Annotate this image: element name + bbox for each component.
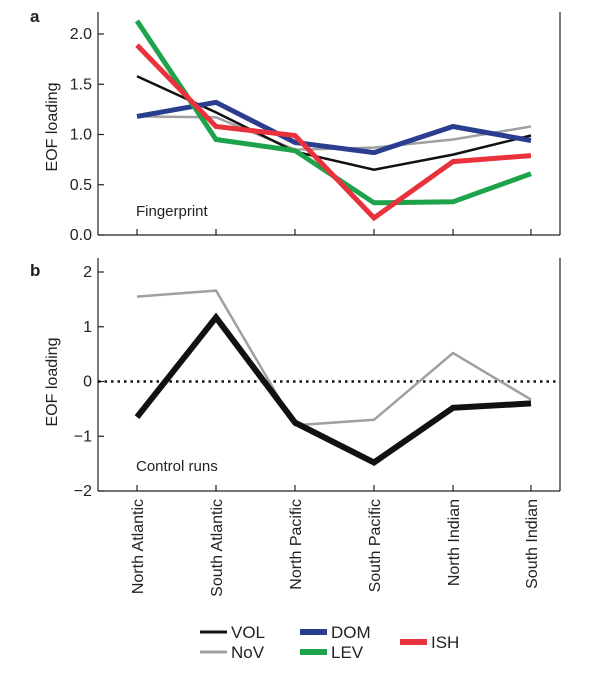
series-line-vol (136, 75, 532, 171)
legend-label: ISH (431, 633, 459, 652)
y-tick-label: −1 (74, 428, 92, 445)
panel-a: a EOF loading 0.0 0.5 1.0 1.5 2.0 Fingerprin… (30, 7, 561, 244)
category-label: North Atlantic (130, 499, 147, 594)
y-tick-label: 1 (83, 319, 92, 336)
category-label: South Atlantic (209, 499, 226, 597)
panel-b-annotation: Control runs (136, 458, 218, 475)
category-label: South Indian (524, 499, 541, 589)
y-tick-label: 0.0 (70, 227, 92, 244)
panel-a-series (134, 19, 532, 222)
legend-item-vol: VOL (200, 623, 265, 642)
y-tick-label: 0.5 (70, 177, 92, 194)
legend-item-nov: NoV (200, 643, 265, 662)
legend-item-ish: ISH (400, 633, 459, 652)
series-line-ish (135, 43, 532, 222)
category-labels: North Atlantic South Atlantic North Pacifi… (130, 499, 541, 597)
panel-b: b EOF loading −2 −1 0 1 2 Control runs (30, 258, 561, 500)
series-line-nov (136, 115, 532, 151)
legend-label: NoV (231, 643, 265, 662)
y-tick-label: 0 (83, 374, 92, 391)
series-line-dom (136, 99, 532, 156)
panel-a-label: a (30, 7, 40, 26)
y-tick-label: 1.5 (70, 76, 92, 93)
legend-label: LEV (331, 643, 364, 662)
legend-item-lev: LEV (300, 643, 364, 662)
panel-b-ylabel: EOF loading (44, 338, 61, 427)
category-label: North Pacific (288, 499, 305, 590)
category-label: North Indian (446, 499, 463, 586)
legend-label: DOM (331, 623, 371, 642)
panel-b-axes: −2 −1 0 1 2 (74, 258, 561, 500)
y-tick-label: 2 (83, 264, 92, 281)
category-label: South Pacific (367, 499, 384, 592)
panel-b-series (134, 289, 532, 466)
y-tick-label: −2 (74, 483, 92, 500)
panel-a-axes: 0.0 0.5 1.0 1.5 2.0 (70, 12, 561, 244)
panel-a-annotation: Fingerprint (136, 203, 209, 220)
series-line-vol (134, 312, 532, 466)
y-tick-label: 1.0 (70, 127, 92, 144)
panel-a-ylabel: EOF loading (44, 83, 61, 172)
legend-label: VOL (231, 623, 265, 642)
y-tick-label: 2.0 (70, 26, 92, 43)
series-line-nov (136, 289, 532, 427)
legend-item-dom: DOM (300, 623, 371, 642)
panel-b-label: b (30, 261, 40, 280)
